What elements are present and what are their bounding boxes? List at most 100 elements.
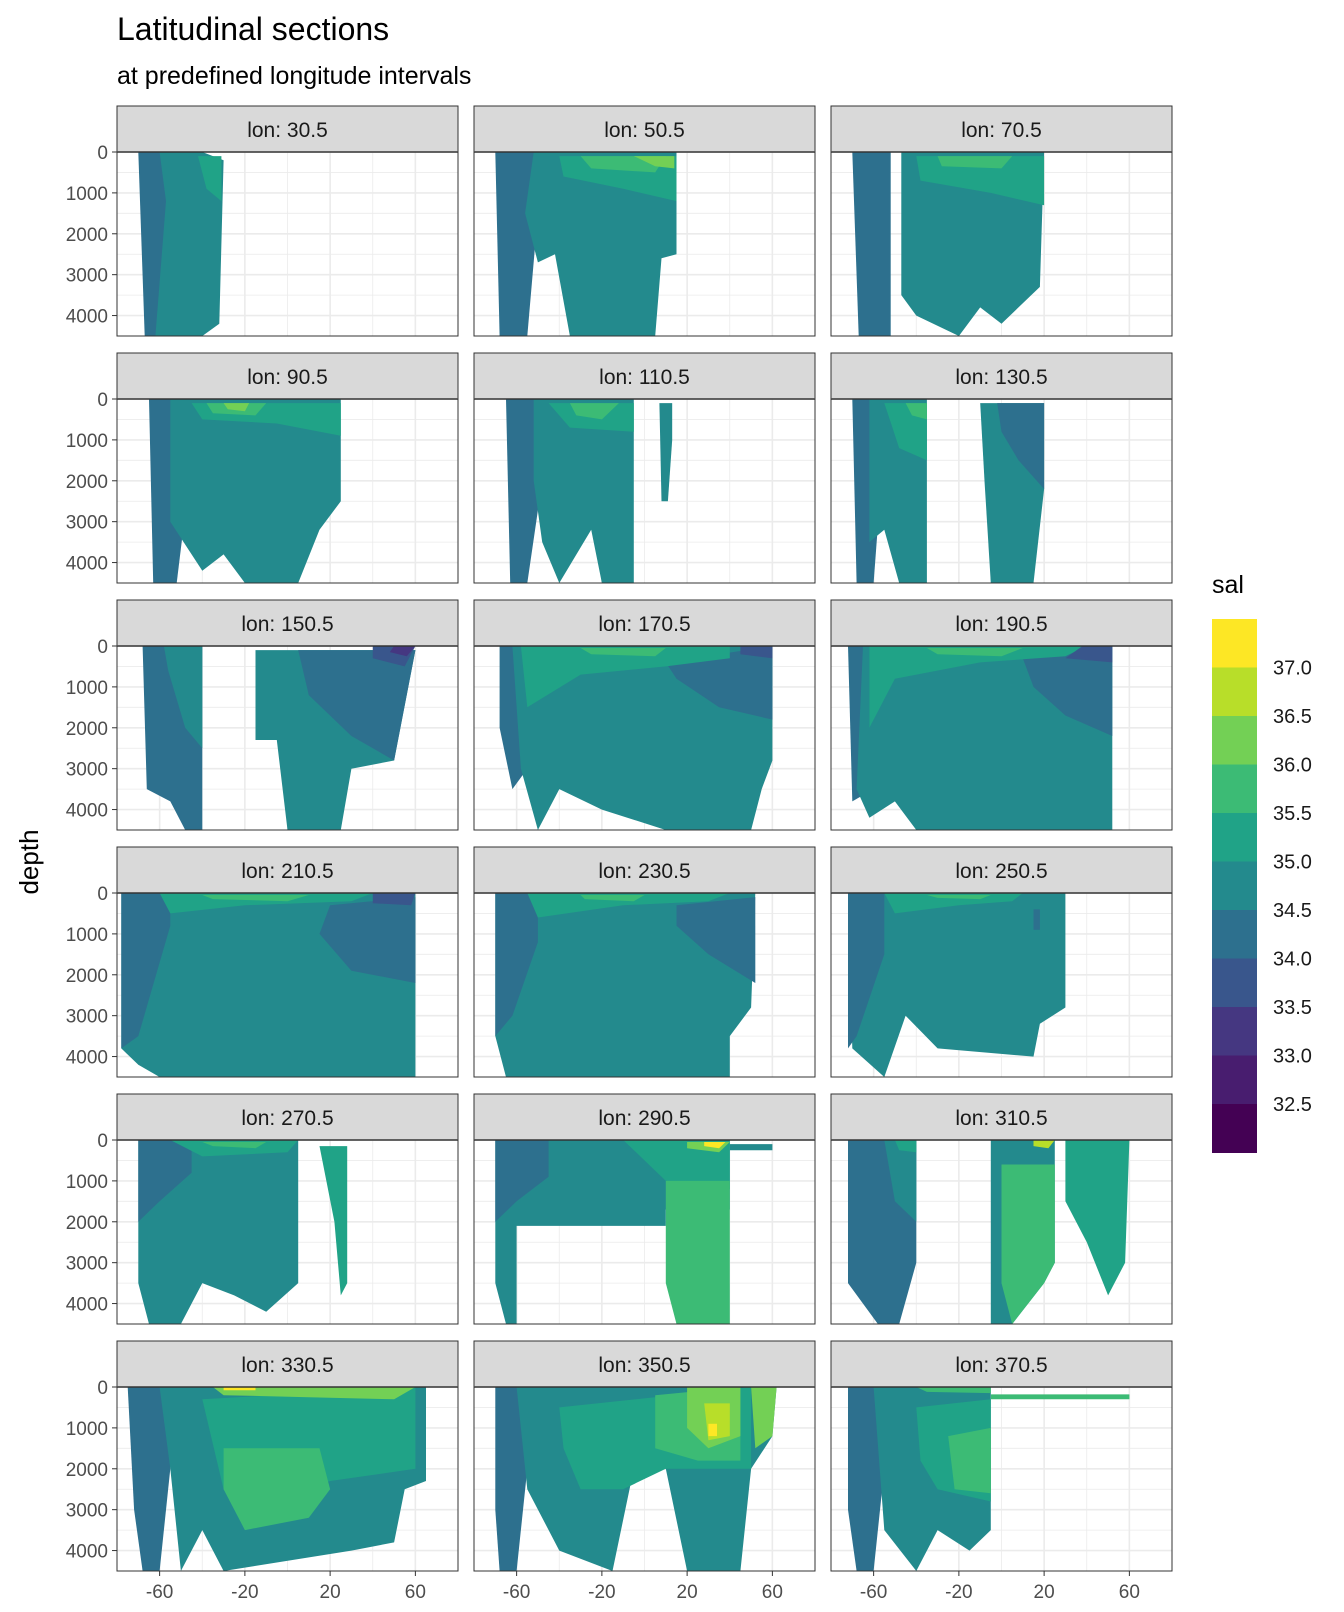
legend-swatch	[1212, 667, 1257, 717]
salinity-region	[223, 1387, 256, 1391]
facet-label: lon: 370.5	[955, 1354, 1047, 1377]
salinity-region	[495, 893, 756, 1077]
salinity-region	[676, 897, 756, 983]
facet-strip	[116, 599, 459, 647]
salinity-region	[319, 897, 416, 983]
salinity-region	[704, 1142, 726, 1149]
salinity-region	[155, 152, 224, 336]
x-tick-label: -60	[146, 1582, 173, 1603]
y-tick-label: 4000	[66, 1295, 108, 1316]
y-tick-label: 2000	[66, 1460, 108, 1481]
section-data	[138, 1140, 348, 1324]
y-tick-label: 2000	[66, 225, 108, 246]
panel-2: lon: 50.5	[473, 105, 816, 337]
salinity-region	[121, 893, 171, 1049]
facet-strip	[473, 599, 816, 647]
y-tick-label: 0	[97, 1131, 108, 1152]
facet-label: lon: 270.5	[241, 1107, 333, 1130]
legend-swatch	[1212, 910, 1257, 959]
y-tick-label: 2000	[66, 966, 108, 987]
salinity-region	[495, 893, 538, 1037]
section-data	[499, 646, 773, 830]
legend-swatch	[1212, 1055, 1257, 1105]
y-tick-label: 0	[97, 143, 108, 164]
y-tick-label: 3000	[66, 760, 108, 781]
panel-14: lon: 290.5	[473, 1093, 816, 1325]
y-tick-label: 4000	[66, 554, 108, 575]
y-axis-title: depth	[14, 829, 44, 894]
facet-label: lon: 210.5	[241, 860, 333, 883]
salinity-region	[212, 1387, 416, 1400]
salinity-region	[580, 648, 666, 657]
salinity-region	[623, 1140, 730, 1190]
facet-strip	[116, 846, 459, 894]
x-tick-label: 60	[1119, 1582, 1140, 1603]
salinity-region	[740, 646, 773, 659]
panel-7: lon: 150.5 0 1000 2000 3000 4000	[66, 599, 459, 831]
section-data	[127, 1387, 426, 1571]
facet-strip	[830, 105, 1173, 153]
y-tick-label: 1000	[66, 1172, 108, 1193]
y-tick-label: 0	[97, 884, 108, 905]
salinity-region	[198, 156, 222, 202]
salinity-region	[1022, 646, 1113, 736]
y-tick-label: 4000	[66, 801, 108, 822]
salinity-region	[997, 403, 1045, 489]
facet-label: lon: 330.5	[241, 1354, 333, 1377]
panel-4: lon: 90.5 0 1000 2000 3000 4000	[66, 352, 459, 584]
salinity-region	[525, 152, 677, 336]
legend-label: 37.0	[1273, 658, 1312, 680]
salinity-region	[202, 895, 309, 902]
salinity-region	[884, 403, 927, 461]
facet-label: lon: 50.5	[604, 119, 685, 142]
salinity-region	[901, 152, 1045, 336]
salinity-region	[138, 1140, 192, 1222]
y-tick-label: 1000	[66, 431, 108, 452]
salinity-region	[937, 156, 1013, 169]
y-tick-label: 2000	[66, 1213, 108, 1234]
facet-label: lon: 290.5	[598, 1107, 690, 1130]
legend-label: 34.5	[1273, 900, 1312, 922]
salinity-region	[170, 1140, 299, 1157]
salinity-region	[848, 1387, 885, 1571]
section-data	[848, 893, 1066, 1077]
y-tick-label: 0	[97, 390, 108, 411]
facet-strip	[473, 352, 816, 400]
facet-label: lon: 190.5	[955, 613, 1047, 636]
facet-strip	[830, 352, 1173, 400]
salinity-region	[884, 893, 1023, 914]
salinity-region	[665, 1180, 730, 1324]
legend-swatch	[1212, 716, 1257, 765]
salinity-region	[848, 893, 1066, 1077]
section-data	[495, 893, 756, 1077]
facet-label: lon: 230.5	[598, 860, 690, 883]
salinity-region	[389, 646, 416, 657]
section-data	[121, 893, 416, 1077]
salinity-region	[495, 1387, 528, 1571]
salinity-region	[926, 648, 1023, 657]
y-tick-label: 2000	[66, 472, 108, 493]
legend-swatch	[1212, 1104, 1257, 1153]
panel-9: lon: 190.5	[830, 599, 1173, 831]
panel-6: lon: 130.5	[830, 352, 1173, 584]
facet-strip	[830, 599, 1173, 647]
section-data	[142, 646, 416, 830]
y-tick-label: 1000	[66, 1419, 108, 1440]
salinity-region	[708, 1423, 717, 1437]
y-tick-label: 1000	[66, 184, 108, 205]
salinity-region	[163, 646, 203, 749]
x-tick-label: -60	[860, 1582, 887, 1603]
salinity-region	[319, 1146, 348, 1296]
facet-label: lon: 90.5	[247, 366, 328, 389]
facet-strip	[473, 846, 816, 894]
panel-13: lon: 270.5 0 1000 2000 3000 4000	[66, 1093, 459, 1325]
y-tick-label: 3000	[66, 266, 108, 287]
legend-swatch	[1212, 619, 1257, 668]
salinity-region	[569, 403, 619, 420]
x-tick-label: 60	[405, 1582, 426, 1603]
legend-swatch	[1212, 958, 1257, 1008]
panel-17: lon: 350.5 -60 -20 20 60	[473, 1340, 816, 1603]
x-tick-label: 20	[320, 1582, 341, 1603]
facet-label: lon: 150.5	[241, 613, 333, 636]
y-tick-label: 3000	[66, 1007, 108, 1028]
